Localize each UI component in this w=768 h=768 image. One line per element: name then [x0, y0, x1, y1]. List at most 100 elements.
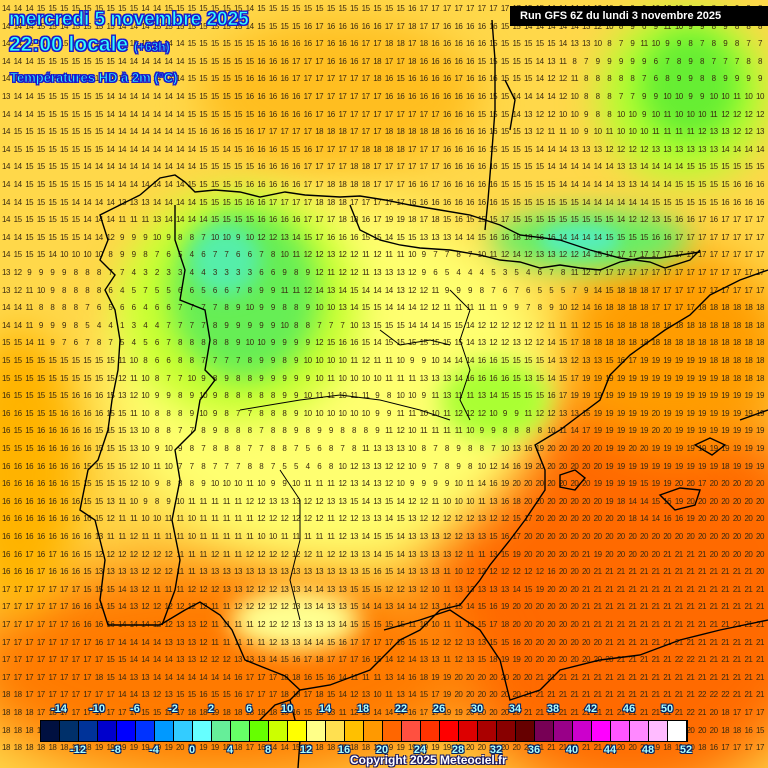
temperature-value: 17 — [673, 233, 685, 242]
temperature-value: 14 — [93, 163, 105, 171]
temperature-value: 15 — [81, 93, 93, 101]
temperature-value: 15 — [545, 216, 557, 224]
temperature-value: 15 — [673, 198, 685, 207]
temperature-value: 11 — [23, 286, 35, 295]
temperature-value: 17 — [708, 286, 720, 295]
temperature-value: 17 — [418, 216, 430, 224]
temperature-value: 15 — [197, 40, 209, 48]
temperature-value: 15 — [244, 110, 256, 119]
temperature-value: 6 — [186, 286, 198, 295]
temperature-value: 19 — [383, 216, 395, 224]
temperature-value: 17 — [603, 269, 615, 277]
temperature-value: 7 — [104, 269, 116, 277]
temperature-value: 15 — [70, 163, 82, 171]
temperature-value: 13 — [278, 233, 290, 242]
temperature-value: 13 — [522, 128, 534, 136]
legend-label: 48 — [642, 744, 654, 756]
temperature-value: 17 — [406, 40, 418, 48]
temperature-value: 15 — [499, 198, 511, 207]
temperature-value: 15 — [325, 5, 337, 13]
temperature-value: 15 — [487, 110, 499, 119]
temperature-value: 14 — [592, 198, 604, 207]
temperature-value: 15 — [267, 5, 279, 13]
temperature-value: 18 — [719, 321, 731, 330]
temperature-value: 6 — [650, 75, 662, 83]
temperature-value: 14 — [244, 22, 256, 31]
temperature-value: 14 — [534, 22, 546, 31]
temperature-value: 13 — [545, 251, 557, 259]
temperature-value: 17 — [394, 181, 406, 189]
temperature-value: 13 — [684, 145, 696, 154]
temperature-value: 9 — [719, 75, 731, 83]
temperature-value: 1 — [116, 321, 128, 330]
temperature-value: 17 — [719, 251, 731, 259]
temperature-value: 8 — [81, 269, 93, 277]
temperature-value: 10 — [139, 392, 151, 400]
temperature-value: 15 — [12, 128, 24, 136]
temperature-value: 18 — [684, 321, 696, 330]
temperature-value: 15 — [673, 181, 685, 189]
temperature-value: 14 — [23, 75, 35, 83]
temperature-value: 18 — [650, 339, 662, 347]
temperature-value: 18 — [418, 128, 430, 136]
temperature-value: 9 — [638, 110, 650, 119]
temperature-value: 17 — [696, 233, 708, 242]
temperature-value: 18 — [742, 357, 754, 365]
temperature-value: 9 — [673, 40, 685, 48]
legend-label: 52 — [680, 744, 692, 756]
temperature-value: 14 — [23, 93, 35, 101]
temperature-value: 9 — [696, 22, 708, 31]
temperature-value: 18 — [708, 304, 720, 312]
temperature-value: 12 — [336, 269, 348, 277]
temperature-value: 16 — [476, 163, 488, 171]
temperature-value: 8 — [615, 75, 627, 83]
temperature-value: 8 — [290, 321, 302, 330]
temperature-value: 6 — [429, 269, 441, 277]
temperature-value: 7 — [186, 321, 198, 330]
temperature-value: 14 — [93, 216, 105, 224]
temperature-value: 7 — [151, 251, 163, 259]
legend-label: 34 — [509, 703, 521, 715]
temperature-value: 19 — [580, 392, 592, 400]
temperature-value: 15 — [232, 145, 244, 154]
temperature-value: 7 — [197, 304, 209, 312]
local-time: 22:00 locale — [9, 33, 129, 57]
temperature-value: 12 — [522, 321, 534, 330]
temperature-value: 14 — [116, 128, 128, 136]
temperature-value: 16 — [336, 233, 348, 242]
temperature-value: 14 — [580, 304, 592, 312]
temperature-value: 12 — [638, 145, 650, 154]
temperature-value: 15 — [394, 233, 406, 242]
temperature-value: 17 — [313, 216, 325, 224]
temperature-value: 6 — [255, 269, 267, 277]
temperature-value: 12 — [418, 286, 430, 295]
temperature-value: 16 — [476, 357, 488, 365]
temperature-value: 17 — [650, 304, 662, 312]
temperature-value: 8 — [220, 304, 232, 312]
temperature-value: 12 — [731, 128, 743, 136]
temperature-value: 17 — [418, 22, 430, 31]
temperature-value: 15 — [197, 198, 209, 207]
temperature-value: 16 — [406, 5, 418, 13]
temperature-value: 8 — [592, 110, 604, 119]
temperature-value: 15 — [534, 374, 546, 383]
temperature-value: 15 — [232, 22, 244, 31]
temperature-value: 17 — [371, 198, 383, 207]
legend-swatch — [79, 721, 98, 741]
temperature-value: 16 — [418, 93, 430, 101]
temperature-value: 14 — [12, 75, 24, 83]
temperature-value: 14 — [12, 22, 24, 31]
legend-swatch — [630, 721, 649, 741]
temperature-value: 16 — [452, 181, 464, 189]
temperature-value: 12 — [12, 286, 24, 295]
temperature-value: 15 — [58, 216, 70, 224]
temperature-value: 9 — [278, 269, 290, 277]
temperature-value: 10 — [81, 251, 93, 259]
temperature-value: 12 — [499, 251, 511, 259]
temperature-value: 17 — [302, 75, 314, 83]
temperature-value: 15 — [220, 40, 232, 48]
temperature-value: 15 — [162, 22, 174, 31]
temperature-value: 19 — [696, 357, 708, 365]
temperature-value: 15 — [151, 22, 163, 31]
temperature-value: 16 — [464, 93, 476, 101]
